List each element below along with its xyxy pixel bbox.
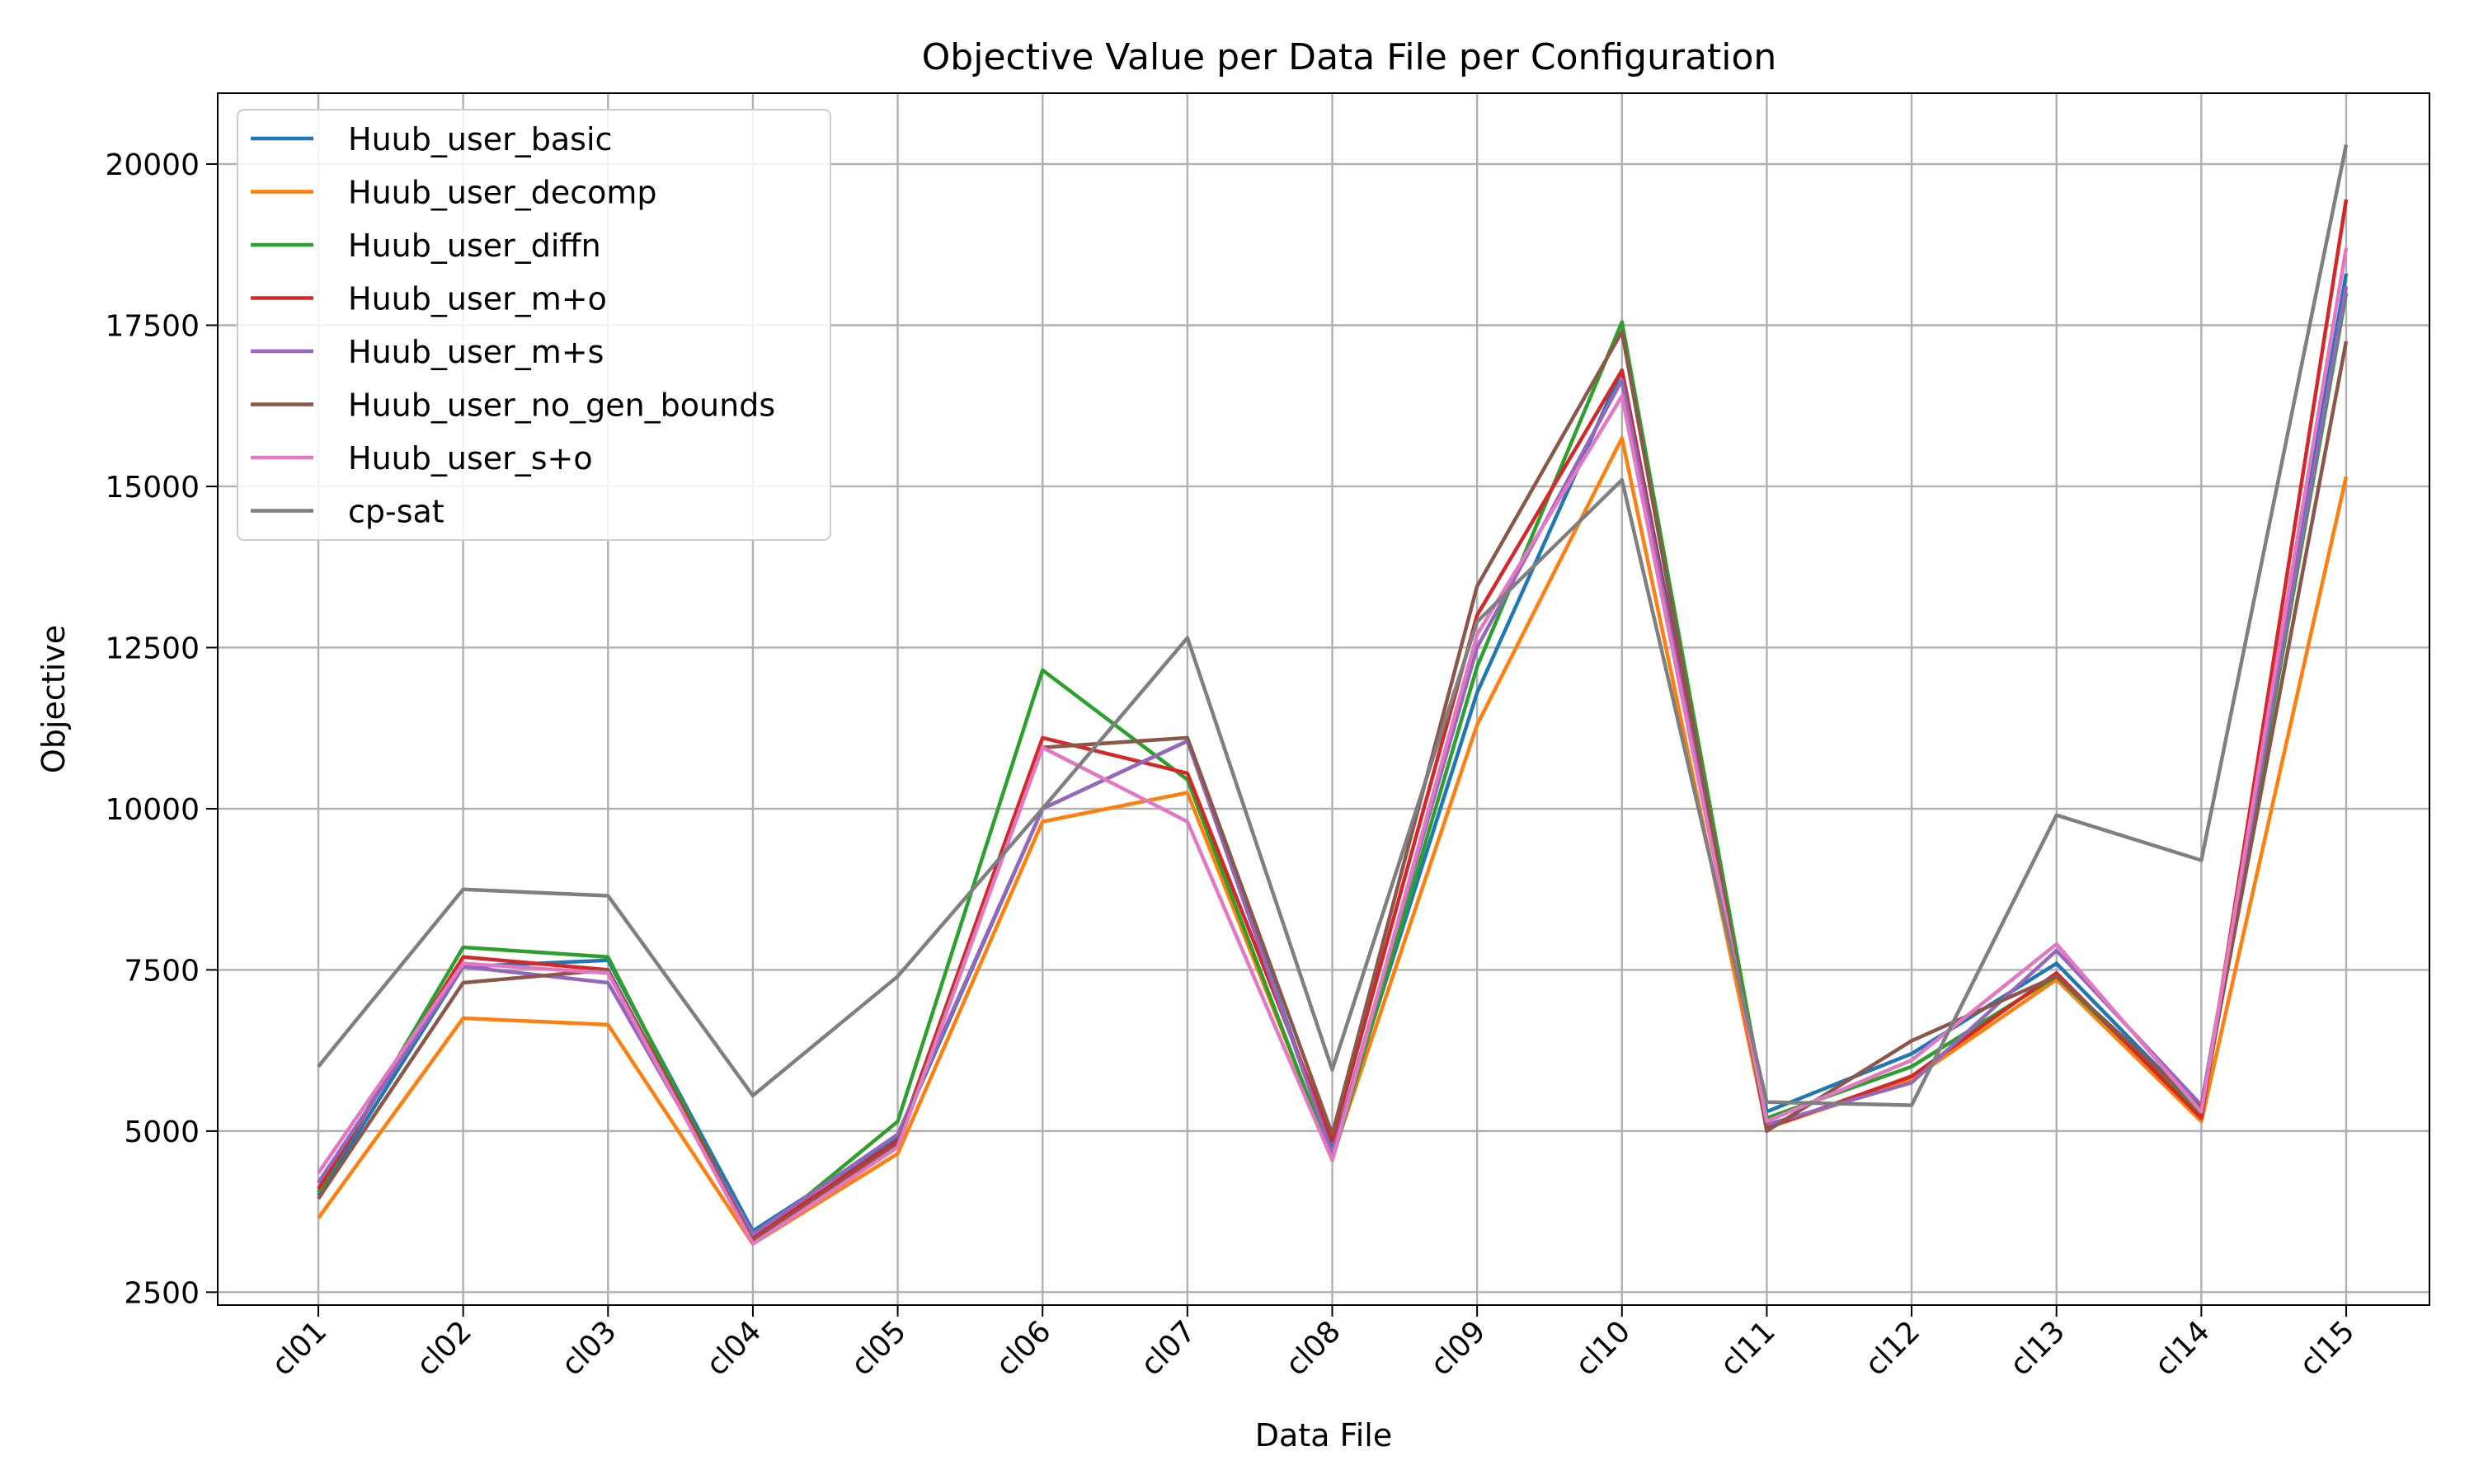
legend-label: Huub_user_diffn <box>348 228 601 264</box>
legend-label: Huub_user_s+o <box>348 440 593 477</box>
chart-title: Objective Value per Data File per Config… <box>922 36 1777 78</box>
y-tick-label: 2500 <box>124 1276 200 1310</box>
legend-label: Huub_user_m+s <box>348 334 604 370</box>
x-axis-label: Data File <box>1255 1417 1392 1453</box>
legend-label: cp-sat <box>348 494 444 530</box>
y-tick-label: 17500 <box>105 309 200 343</box>
legend-box <box>237 109 831 541</box>
series-layer <box>317 144 2349 1246</box>
y-tick-label: 12500 <box>105 632 200 665</box>
y-tick-label: 7500 <box>124 954 200 988</box>
legend-label: Huub_user_no_gen_bounds <box>348 387 775 424</box>
legend: Huub_user_basic Huub_user_decomp Huub_user… <box>237 109 831 541</box>
legend-label: Huub_user_decomp <box>348 175 657 211</box>
y-tick-label: 20000 <box>105 148 200 182</box>
series-line <box>317 144 2349 1107</box>
y-tick-label: 15000 <box>105 471 200 505</box>
series-line <box>317 247 2349 1246</box>
y-tick-label: 10000 <box>105 793 200 827</box>
y-tick-label: 5000 <box>124 1115 200 1149</box>
y-axis-label: Objective <box>35 625 72 773</box>
plot-frame <box>217 92 2430 1306</box>
legend-label: Huub_user_m+o <box>348 281 607 317</box>
legend-label: Huub_user_basic <box>348 121 612 157</box>
y-axis: 2500 5000 7500 10000 12500 15000 17500 20000 <box>105 148 218 1310</box>
